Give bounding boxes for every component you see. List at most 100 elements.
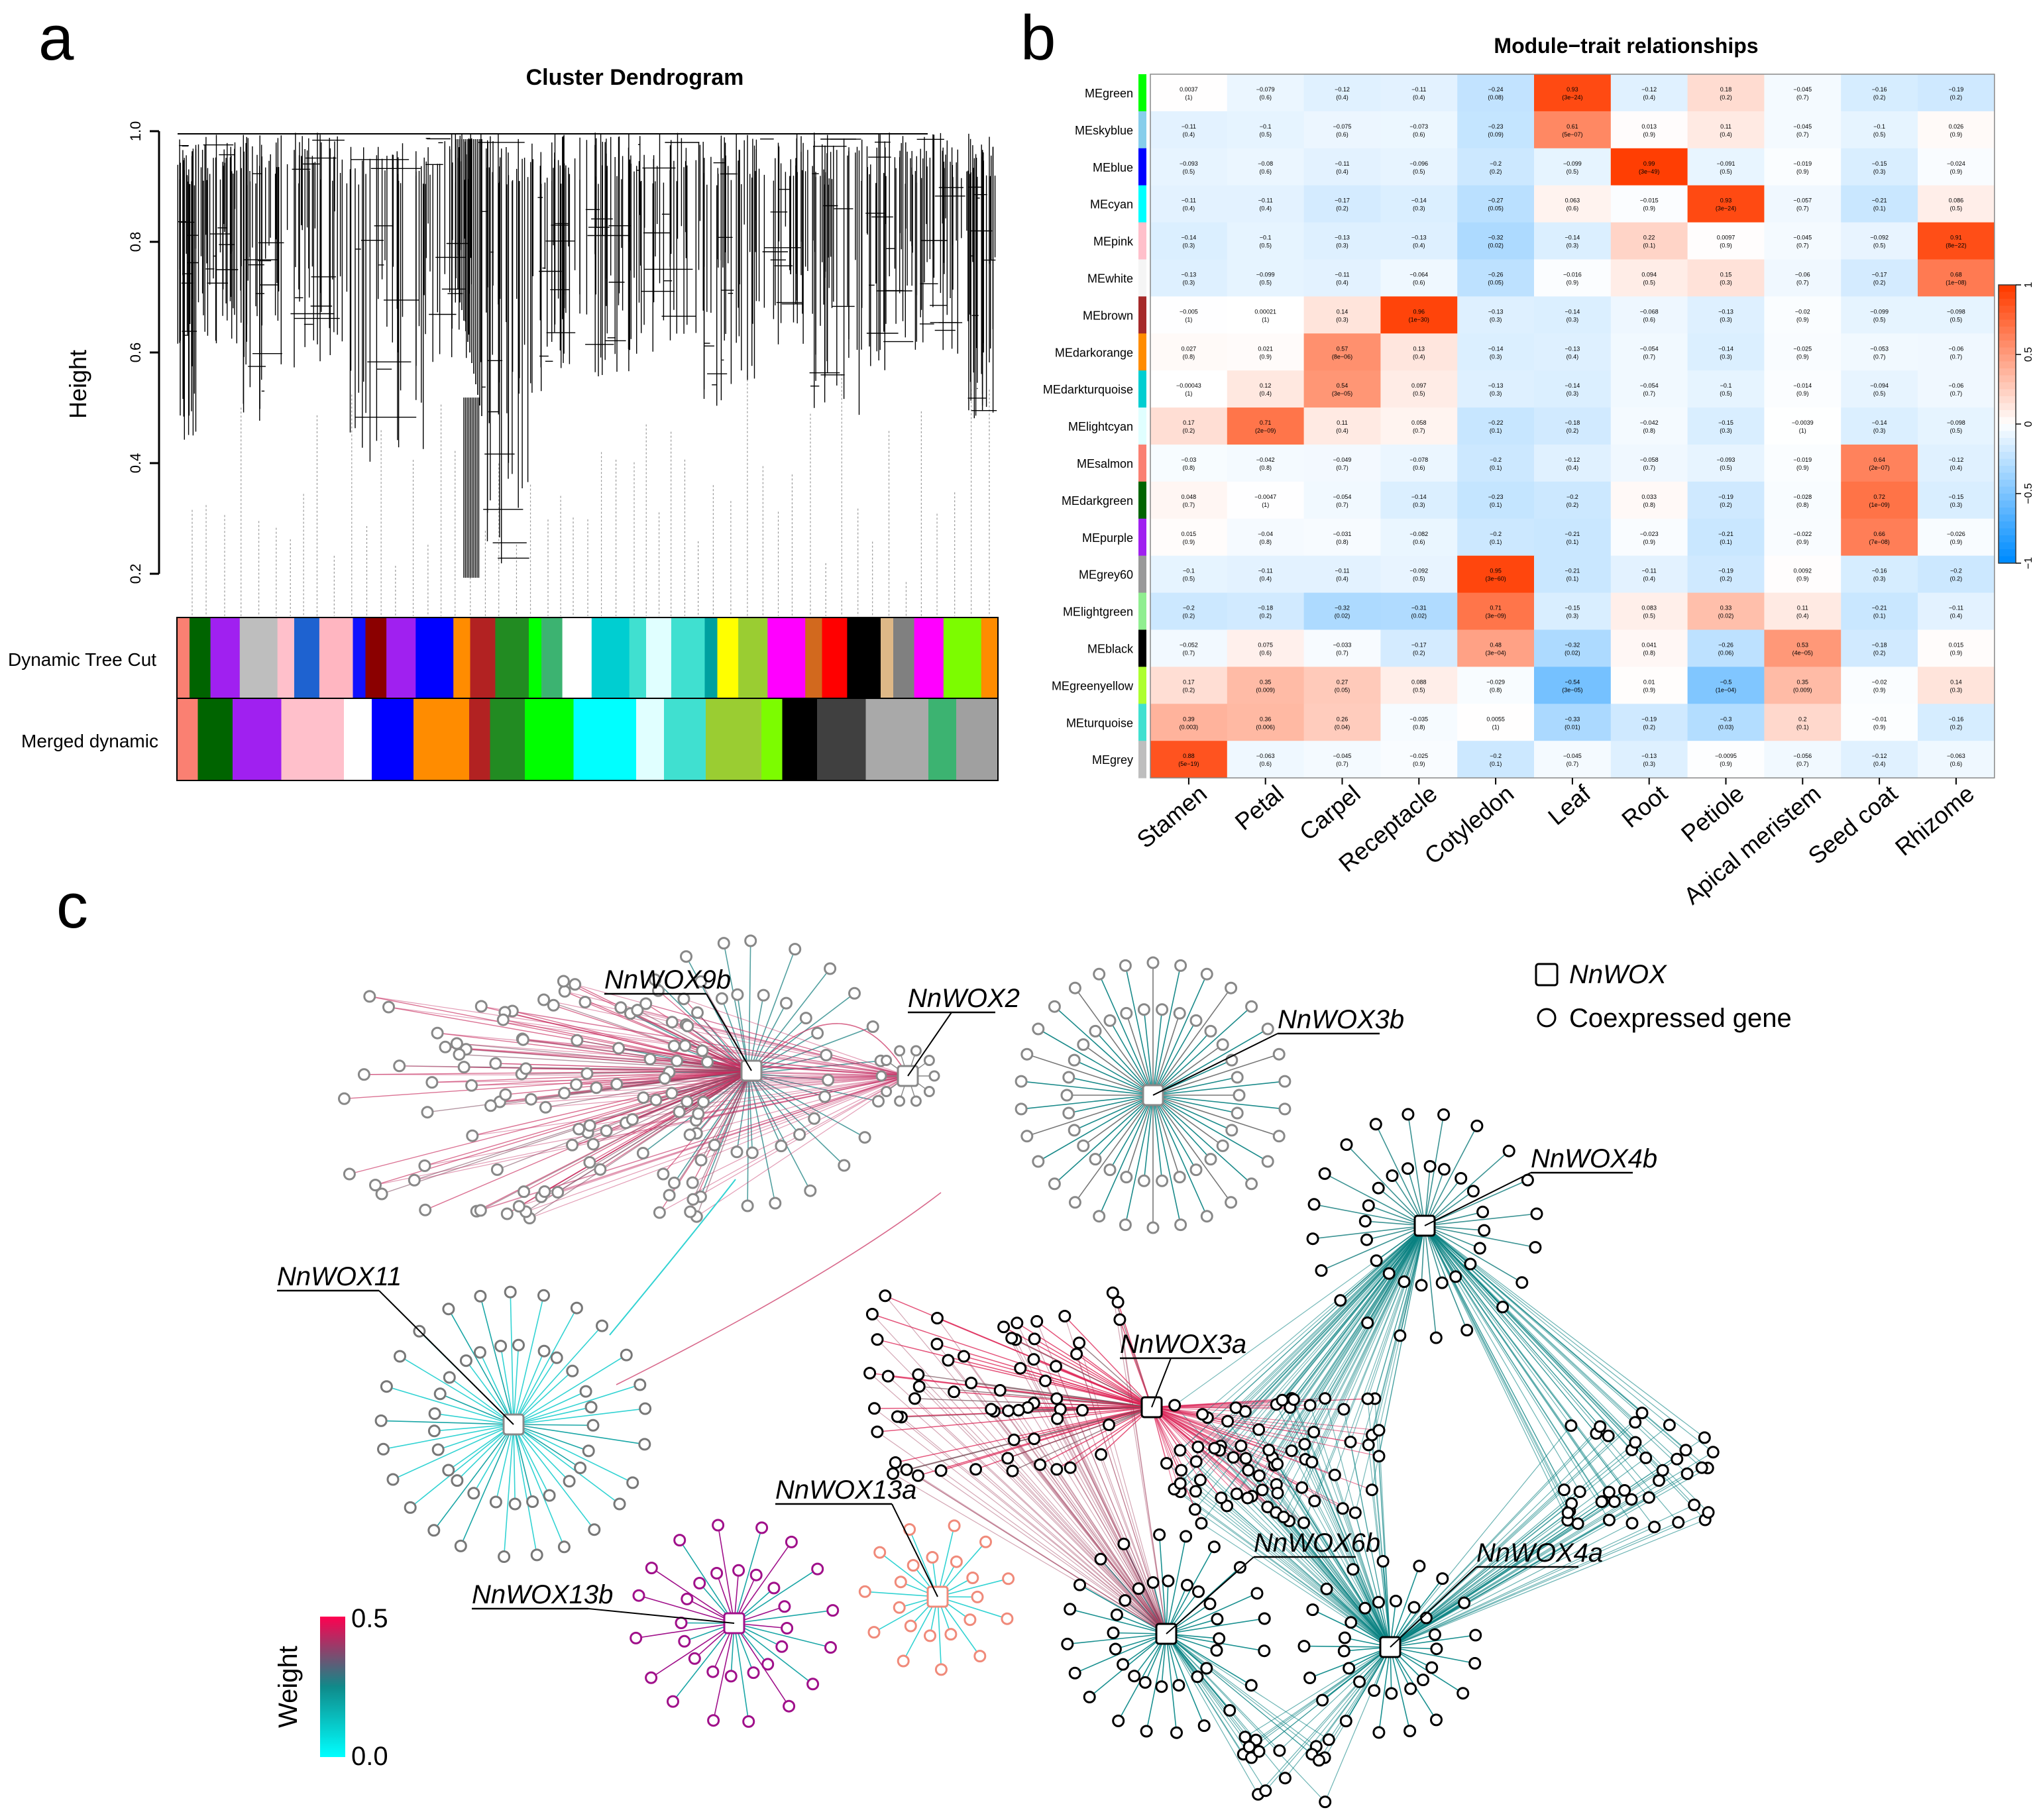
coexpressed-gene-node [1429, 1331, 1443, 1344]
coexpressed-gene-node [1146, 1576, 1160, 1589]
coexpressed-gene-node [926, 1551, 939, 1564]
coexpression-edge [1265, 1646, 1391, 1792]
cell-correlation-value: −0.025 [1793, 345, 1812, 352]
coexpressed-gene-node [639, 1402, 652, 1415]
coexpression-edge [473, 1424, 514, 1494]
heatmap-title: Module−trait relationships [1494, 34, 1758, 58]
coexpression-edge [1151, 1407, 1380, 1457]
dynamic-tree-cut-row-segment [914, 617, 944, 698]
merged-dynamic-row-segment [177, 698, 199, 780]
cell-correlation-value: 0.2 [1798, 716, 1807, 722]
cell-pvalue: (0.7) [1336, 464, 1348, 471]
colorbar-step [1999, 486, 2016, 494]
coexpressed-gene-node [421, 1106, 434, 1119]
coexpressed-gene-node [958, 1350, 970, 1363]
coexpressed-gene-node [442, 1303, 455, 1316]
coexpressed-gene-node [1089, 1153, 1102, 1166]
coexpression-edge [712, 1623, 735, 1721]
module-color-swatch [1138, 185, 1146, 223]
coexpression-edge [1123, 1544, 1167, 1634]
trait-label: Rhizome [1890, 780, 1979, 861]
coexpressed-gene-node [1062, 1106, 1075, 1120]
cell-pvalue: (0.9) [1873, 723, 1886, 730]
cell-correlation-value: −0.32 [1488, 235, 1504, 241]
coexpressed-gene-node [526, 1495, 539, 1508]
cell-pvalue: (0.1) [1490, 761, 1502, 767]
cell-correlation-value: −0.13 [1488, 382, 1504, 389]
coexpressed-gene-node [692, 1107, 705, 1120]
dynamic-tree-cut-row-segment [294, 617, 320, 698]
coexpressed-gene-node [1175, 1464, 1188, 1477]
coexpressed-gene-node [1602, 1485, 1616, 1499]
merged-dynamic-row-segment [928, 698, 957, 780]
coexpressed-gene-node [1372, 1726, 1386, 1739]
y-tick-label: 0.8 [127, 232, 144, 252]
coexpression-edge [1424, 1225, 1523, 1283]
merged-dynamic-row-segment [761, 698, 783, 780]
coexpressed-gene-node [701, 1055, 714, 1069]
coexpression-edge [1143, 1009, 1154, 1096]
coexpression-edge [1244, 1646, 1391, 1738]
coexpression-edge [1166, 1633, 1325, 1758]
coexpressed-gene-node [1259, 1784, 1272, 1797]
cell-correlation-value: −0.15 [1718, 419, 1733, 426]
coexpressed-gene-node [1361, 1392, 1374, 1405]
heatmap-cell [1764, 222, 1842, 260]
coexpressed-gene-node [649, 1093, 663, 1106]
coexpressed-gene-node [1073, 1336, 1086, 1350]
coexpressed-gene-node [1207, 1540, 1221, 1554]
coexpression-edge [1195, 1491, 1391, 1648]
cell-correlation-value: −0.26 [1718, 642, 1733, 649]
heatmap-cell [1150, 259, 1228, 297]
heatmap-cell [1918, 185, 1995, 223]
coexpression-edge [369, 996, 752, 1071]
coexpressed-gene-node [1007, 1433, 1020, 1446]
coexpressed-gene-node [1216, 1038, 1229, 1051]
coexpressed-gene-node [1119, 1594, 1132, 1607]
heatmap-cell [1610, 741, 1688, 778]
coexpressed-gene-node [894, 1576, 907, 1589]
coexpressed-gene-node [948, 1385, 961, 1399]
cell-correlation-value: −0.1 [1260, 235, 1272, 241]
cell-pvalue: (0.7) [1796, 761, 1809, 767]
coexpressed-gene-node [1345, 1616, 1358, 1629]
coexpressed-gene-node [1168, 1399, 1182, 1412]
legend-wox-square-icon [1535, 963, 1559, 987]
coexpression-edge [963, 1356, 1152, 1408]
dendrogram-y-ticks: 1.00.80.60.40.2 [127, 121, 159, 584]
coexpression-edge [1342, 1225, 1425, 1509]
cell-pvalue: (0.6) [1950, 761, 1963, 767]
coexpression-edge [410, 1424, 514, 1509]
cell-correlation-value: 0.18 [1720, 86, 1732, 93]
coexpression-edge [1251, 1495, 1391, 1648]
coexpression-edge [1334, 1225, 1425, 1475]
colorbar-step [1999, 549, 2016, 557]
cell-pvalue: (0.5) [1873, 390, 1886, 397]
heatmap-cell [1610, 445, 1688, 482]
cell-correlation-value: 0.027 [1182, 345, 1197, 352]
coexpressed-gene-node [467, 1487, 480, 1500]
coexpression-edge [1100, 1558, 1167, 1634]
coexpressed-gene-node [1307, 1426, 1321, 1438]
coexpressed-gene-node [678, 1634, 691, 1648]
coexpression-edge [1378, 1456, 1391, 1648]
coexpression-edge [1126, 1013, 1154, 1096]
coexpression-edge [1152, 1020, 1197, 1096]
module-label: MEbrown [1083, 309, 1133, 322]
cell-pvalue: (0.2) [1259, 613, 1272, 619]
dendrogram-ylabel: Height [64, 350, 91, 419]
coexpression-edge [1166, 1593, 1258, 1634]
module-label: MEwhite [1087, 272, 1133, 285]
coexpressed-gene-node [1235, 1439, 1248, 1452]
coexpressed-gene-node [741, 1199, 754, 1212]
coexpressed-gene-node [697, 1095, 710, 1108]
coexpressed-gene-node [590, 1081, 603, 1095]
coexpressed-gene-node [1011, 1316, 1024, 1330]
coexpressed-gene-node [1262, 1444, 1276, 1457]
coexpressed-gene-node [1083, 1690, 1096, 1703]
coexpressed-gene-node [822, 1073, 835, 1087]
coexpression-edge [1424, 1225, 1565, 1490]
coexpression-edge [1279, 1646, 1391, 1751]
coexpression-edge [392, 1424, 514, 1480]
coexpressed-gene-node [923, 1055, 935, 1066]
